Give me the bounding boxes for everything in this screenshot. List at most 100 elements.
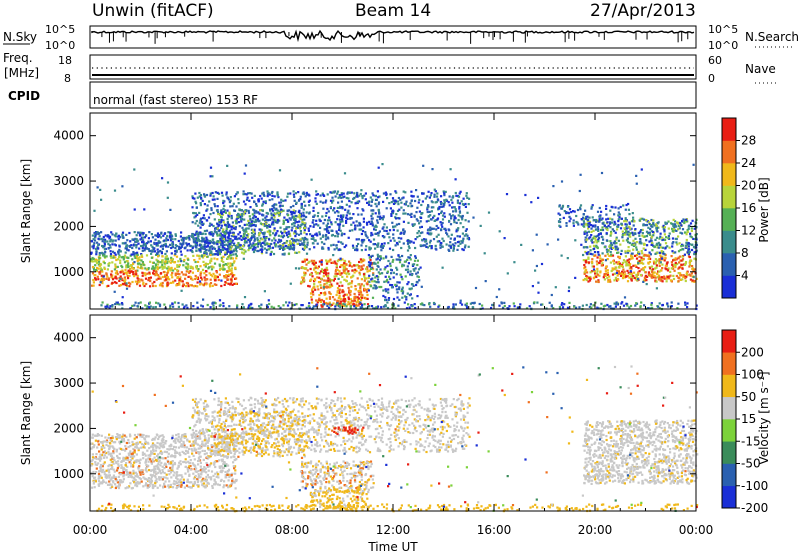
power-cell [141, 254, 143, 256]
power-cell [419, 226, 421, 228]
power-cell [160, 272, 162, 274]
power-cell [675, 230, 677, 232]
power-cell [662, 280, 664, 282]
power-cell [587, 219, 589, 221]
power-cell [636, 258, 638, 260]
power-cell [322, 202, 324, 204]
power-cell [617, 274, 619, 276]
freq-label-2: [MHz] [4, 66, 39, 80]
power-cell [190, 267, 192, 269]
power-cell [426, 220, 428, 222]
power-cell [382, 218, 384, 220]
power-cell [245, 164, 247, 166]
power-cell [678, 267, 680, 269]
power-cell [107, 235, 109, 237]
power-cell [137, 254, 139, 256]
power-cell [247, 236, 249, 238]
power-cell [287, 193, 289, 195]
power-cell [315, 265, 317, 267]
power-cell [427, 232, 429, 234]
power-cell [636, 241, 638, 243]
power-cell [152, 285, 154, 287]
noise-left-tick-top: 10^5 [45, 23, 75, 36]
power-cell [217, 192, 219, 194]
power-cell [318, 219, 320, 221]
power-cell [174, 250, 176, 252]
power-cell [605, 208, 607, 210]
power-cell [260, 304, 262, 306]
power-cell [219, 234, 221, 236]
power-cell [217, 240, 219, 242]
power-cell [441, 202, 443, 204]
power-cell [607, 281, 609, 283]
power-cell [101, 238, 103, 240]
power-cell [452, 303, 454, 305]
power-cell [414, 223, 416, 225]
power-cell [479, 303, 481, 305]
power-cell [179, 264, 181, 266]
power-cell [464, 203, 466, 205]
power-cell [618, 211, 620, 213]
power-cell [633, 220, 635, 222]
power-cell [195, 202, 197, 204]
power-cell [355, 288, 357, 290]
power-cell [623, 275, 625, 277]
power-cell [169, 305, 171, 307]
power-cell [391, 222, 393, 224]
power-cell [665, 223, 667, 225]
power-cell [232, 239, 234, 241]
power-cell [667, 237, 669, 239]
power-cell [134, 208, 136, 210]
power-cell [220, 240, 222, 242]
power-cell [178, 273, 180, 275]
power-cell [210, 306, 212, 308]
power-cell [345, 220, 347, 222]
power-cell [98, 261, 100, 263]
power-cell [293, 194, 295, 196]
power-cell [580, 204, 582, 206]
power-cell [644, 235, 646, 237]
power-cell [318, 298, 320, 300]
power-cell [253, 236, 255, 238]
power-cell [167, 231, 169, 233]
power-cell [675, 238, 677, 240]
power-cell [226, 196, 228, 198]
power-cell [396, 258, 398, 260]
power-cell [124, 276, 126, 278]
power-cell [267, 195, 269, 197]
power-cell [674, 223, 676, 225]
power-cell [95, 233, 97, 235]
power-cell [210, 207, 212, 209]
power-cell [655, 227, 657, 229]
power-cell [689, 233, 691, 235]
power-cell [636, 276, 638, 278]
power-cell [232, 205, 234, 207]
power-cell [626, 233, 628, 235]
power-cell [107, 243, 109, 245]
power-cell [263, 192, 265, 194]
power-cell [296, 239, 298, 241]
power-cell [449, 204, 451, 206]
power-cell [351, 201, 353, 203]
power-cell [137, 243, 139, 245]
power-cell [529, 305, 531, 307]
power-cell [226, 165, 228, 167]
power-cell [656, 287, 658, 289]
power-cell [466, 197, 468, 199]
power-cell [325, 259, 327, 261]
power-cell [630, 270, 632, 272]
power-cell [354, 269, 356, 271]
power-cell [415, 238, 417, 240]
power-cell [392, 237, 394, 239]
power-cell [593, 230, 595, 232]
power-cell [222, 231, 224, 233]
power-cell [640, 257, 642, 259]
power-cell [460, 222, 462, 224]
power-cell [403, 264, 405, 266]
power-cell [255, 224, 257, 226]
power-cell [165, 245, 167, 247]
power-cell [324, 292, 326, 294]
power-cell [461, 218, 463, 220]
power-cell [108, 247, 110, 249]
power-cell [186, 282, 188, 284]
